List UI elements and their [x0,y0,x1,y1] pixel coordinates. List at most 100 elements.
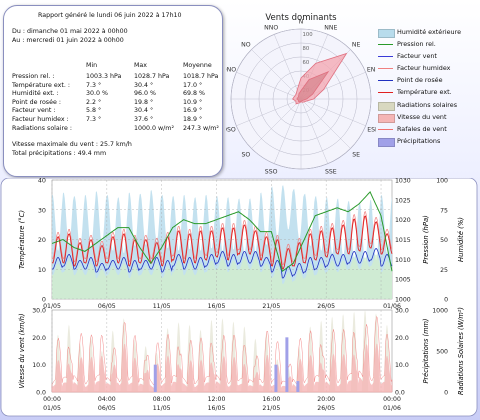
humidity-tick-label: 75 [440,207,448,214]
rose-dir-label: SO [241,152,250,159]
stat-avg: 17.0 ° [183,81,203,89]
rose-spoke [300,98,366,127]
legend-swatch [378,113,395,123]
legend-swatch [378,128,393,130]
legend-item: Radiations solaires [378,100,478,112]
temperature-line [51,215,393,270]
stat-label: Facteur vent : [12,107,56,115]
rose-ring-label: 100 [303,32,314,38]
wind-area [52,343,392,392]
temp-tick-label: 40 [38,178,46,185]
rose-dir-label: ESE [367,126,376,133]
stat-label: Facteur humidex : [12,116,69,123]
x-time-label: 16:00 [262,396,280,403]
stat-avg: 10.9 ° [183,98,203,106]
x-time-label: 00:00 [43,396,61,403]
rose-dir-label: SSO [265,169,278,174]
legend-label: Facteur vent [397,52,437,61]
x-time-label: 04:00 [98,396,116,403]
stat-label: Humidité ext. : [12,90,59,98]
stat-min: 1003.3 hPa [86,73,122,80]
stat-avg: 69.8 % [183,90,206,98]
x-date-label-bottom: 16/05 [208,405,226,412]
x-date-label-bottom: 11/05 [153,405,171,412]
stat-min: 5.8 ° [86,107,102,115]
rose-spoke [300,98,329,164]
rose-spoke [300,98,351,149]
stat-avg: 1018.7 hPa [183,73,219,80]
stat-min: 7.3 ° [86,116,102,123]
stat-avg: 18.9 ° [183,116,203,123]
rose-dir-label: NO [241,41,251,48]
total-precip: Total précipitations : 49.4 mm [12,150,107,157]
pressure-tick-label: 1020 [395,217,411,224]
x-date-label: 21/05 [262,303,280,310]
stat-max: 30.4 ° [134,81,154,89]
temp-tick-label: 0 [42,296,46,304]
wind-tick-label: 20.0 [32,335,46,342]
pressure-tick-label: 1015 [395,237,411,244]
humidity-tick-label: 50 [440,237,448,244]
legend-item: Humidité extérieure [378,27,478,39]
report-panel: Rapport généré le lundi 06 juin 2022 à 1… [3,5,223,177]
legend-label: Humidité extérieure [397,28,461,36]
gust-line [51,315,393,393]
stat-max: 37.6 ° [134,116,154,123]
rose-gust-area [296,70,330,103]
rose-dir-label: NE [352,41,361,48]
legend-swatch [378,137,395,147]
stat-max: 96.0 % [134,90,157,98]
temp-tick-label: 10 [38,266,46,274]
precip-axis-title: Précipitations (mm) [422,319,430,384]
legend-item: Pression rel. [378,39,478,51]
legend-swatch [378,56,393,58]
wind-tick-label: 0.0 [36,390,46,397]
x-date-label-bottom: 26/05 [317,405,335,412]
wind-tick-label: 10.0 [32,362,46,369]
rose-title: Vents dominants [265,13,337,23]
legend-item: Précipitations [378,136,478,148]
rose-spoke [251,49,302,100]
temp-tick-label: 20 [38,236,46,244]
stat-label: Pression rel. : [12,73,55,80]
legend-label: Point de rosée [397,76,443,85]
pressure-tick-label: 1000 [395,297,411,304]
legend-item: Température ext. [378,87,478,99]
x-date-label-bottom: 01/05 [43,405,61,412]
solar-tick-label: 1000 [432,308,448,315]
rose-spoke [236,98,302,127]
rose-dir-label: OSO [226,126,236,133]
x-time-label: 12:00 [208,396,226,403]
precip-tick-label: 20.0 [395,335,409,342]
rose-spoke [236,71,302,100]
stat-min: 7.3 ° [86,81,102,89]
report-from: Du : dimanche 01 mai 2022 à 00h00 [12,28,128,35]
stat-max: 30.4 ° [134,107,154,115]
humidity-tick-label: 100 [436,178,448,185]
precip-bar [285,337,289,392]
pressure-tick-label: 1005 [395,277,411,284]
stat-label: Point de rosée : [12,98,61,106]
legend-item: Point de rosée [378,75,478,87]
rose-dir-label: N [299,19,304,26]
stat-label: Température ext. : [12,81,70,89]
dewpoint-band-area [52,254,392,299]
x-date-label: 16/05 [208,303,226,310]
pressure-tick-label: 1025 [395,197,411,204]
rose-dir-label: NNO [264,24,278,31]
rose-dir-label: SSE [325,169,337,174]
pressure-tick-label: 1030 [395,178,411,185]
rose-dir-label: ONO [226,67,236,74]
solar-tick-label: 0 [444,390,448,397]
legend-label: Vitesse du vent [397,112,447,121]
solar-axis-title: Radiations Solaires (W/m²) [457,307,465,395]
stat-min: 2.2 ° [86,98,102,106]
x-date-label-bottom: 01/06 [383,405,401,412]
legend-label: Radiations solaires [397,100,458,109]
rose-spoke [251,98,302,149]
legend-label: Rafales de vent [397,124,447,133]
header-avg: Moyenne [183,62,212,69]
legend-label: Température ext. [397,88,452,97]
stat-avg: 16.9 ° [183,107,203,115]
rose-dir-label: SE [352,152,360,159]
